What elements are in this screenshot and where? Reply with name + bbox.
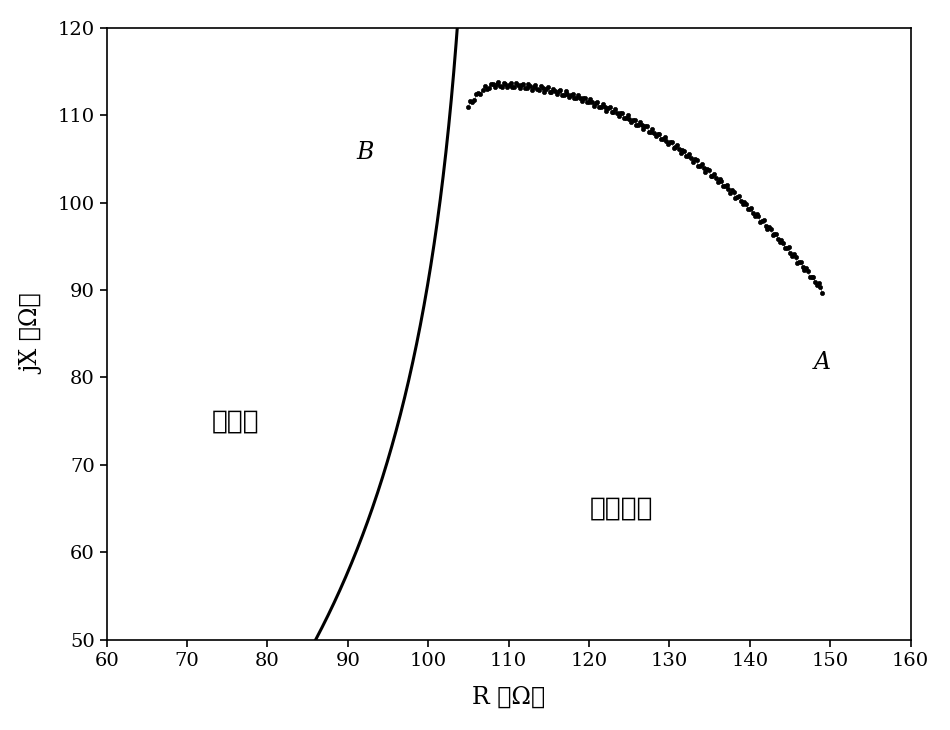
X-axis label: R （Ω）: R （Ω） — [472, 686, 545, 709]
Y-axis label: jX （Ω）: jX （Ω） — [21, 294, 44, 374]
Text: A: A — [814, 350, 831, 374]
Text: B: B — [356, 141, 373, 164]
Text: 动作区: 动作区 — [212, 408, 259, 434]
Text: 非动作区: 非动作区 — [589, 496, 653, 521]
